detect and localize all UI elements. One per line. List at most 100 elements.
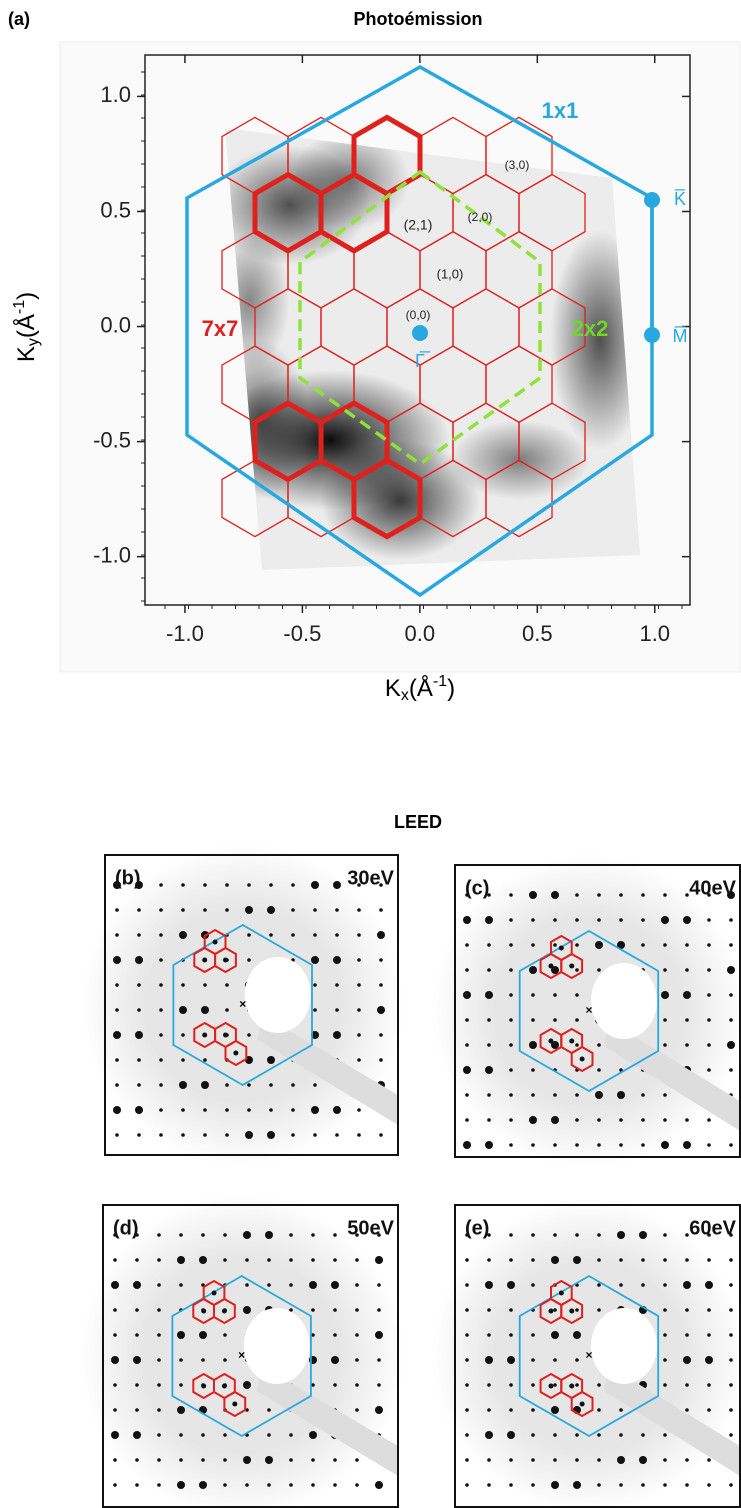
diffraction-spot <box>575 1383 579 1387</box>
diffraction-spot <box>685 1383 689 1387</box>
diffraction-spot <box>729 1258 733 1262</box>
diffraction-spot <box>507 1356 515 1364</box>
diffraction-spot <box>201 1081 209 1089</box>
diffraction-spot <box>379 883 383 887</box>
x-label-unit: (Å <box>409 674 433 702</box>
diffraction-spot <box>509 1043 513 1047</box>
y-tick-label: 1.0 <box>100 82 131 107</box>
diffraction-spot <box>641 1258 645 1262</box>
hexagon-7x7 <box>203 928 227 956</box>
diffraction-spot <box>597 1283 601 1287</box>
diffraction-spot <box>221 1308 227 1314</box>
diffraction-spot <box>685 1308 689 1312</box>
diffraction-spot <box>267 1258 271 1262</box>
diffraction-spot <box>641 1433 645 1437</box>
diffraction-spot <box>267 1408 271 1412</box>
diffraction-spot <box>203 1058 207 1062</box>
diffraction-spot <box>575 1458 579 1462</box>
diffraction-spot <box>663 1283 667 1287</box>
diffraction-spot <box>685 1018 689 1022</box>
diffraction-spot <box>575 968 579 972</box>
diffraction-spot <box>509 1308 513 1312</box>
diffraction-spot <box>729 1283 733 1287</box>
diffraction-spot <box>727 891 735 899</box>
lattice-label: 1x1 <box>542 98 579 123</box>
diffraction-spot <box>203 1133 207 1137</box>
diffraction-spot <box>619 893 623 897</box>
diffraction-spot <box>113 1383 117 1387</box>
diffraction-spot <box>291 933 295 937</box>
diffraction-spot <box>509 993 513 997</box>
diffraction-spot <box>157 1358 161 1362</box>
diffraction-spot <box>707 1068 711 1072</box>
diffraction-spot <box>223 1483 227 1487</box>
point-label: M̅ <box>673 326 688 346</box>
diffraction-spot <box>247 1108 251 1112</box>
diffraction-spot <box>531 1358 535 1362</box>
diffraction-spot <box>179 1383 183 1387</box>
leed-screen <box>432 854 741 1168</box>
y-tick-label: -0.5 <box>93 427 131 452</box>
diffraction-spot <box>531 1333 535 1337</box>
diffraction-spot <box>707 1043 711 1047</box>
spot-label: (2,0) <box>468 210 493 224</box>
diffraction-spot <box>729 1308 733 1312</box>
diffraction-spot <box>641 1483 645 1487</box>
diffraction-spot <box>729 1358 733 1362</box>
diffraction-spot <box>729 1068 733 1072</box>
diffraction-spot <box>377 1006 385 1014</box>
diffraction-spot <box>575 918 579 922</box>
diffraction-spot <box>465 968 469 972</box>
diffraction-spot <box>333 1333 337 1337</box>
diffraction-spot <box>465 1093 469 1097</box>
diffraction-spot <box>575 993 579 997</box>
diffraction-spot <box>548 1308 554 1314</box>
diffraction-spot <box>619 1408 623 1412</box>
diffraction-spot <box>685 1458 689 1462</box>
diffraction-spot <box>663 1458 667 1462</box>
diffraction-spot <box>247 1033 251 1037</box>
diffraction-spot <box>135 1233 139 1237</box>
diffraction-spot <box>157 1258 161 1262</box>
diffraction-spot <box>531 1143 535 1147</box>
diffraction-spot <box>531 1018 535 1022</box>
diffraction-spot <box>685 1258 689 1262</box>
diffraction-spot <box>333 1458 337 1462</box>
diffraction-spot <box>465 1283 469 1287</box>
diffraction-spot <box>199 1481 207 1489</box>
diffraction-spot <box>225 1108 229 1112</box>
center-mark: × <box>239 997 246 1011</box>
diffraction-spot <box>551 1406 559 1414</box>
diffraction-spot <box>159 908 163 912</box>
y-label-symbol: K <box>13 346 40 362</box>
diffraction-spot <box>225 1008 229 1012</box>
diffraction-spot <box>707 943 711 947</box>
diffraction-spot <box>463 1141 471 1149</box>
diffraction-spot <box>133 1431 141 1439</box>
diffraction-spot <box>355 1383 359 1387</box>
diffraction-spot <box>553 1143 557 1147</box>
spot-label: (2,1) <box>404 217 433 233</box>
diffraction-spot <box>465 1308 469 1312</box>
diffraction-spot <box>233 1050 239 1056</box>
diffraction-spot <box>267 906 275 914</box>
diffraction-spot <box>619 1258 623 1262</box>
diffraction-spot <box>683 1356 691 1364</box>
hexagon-1x1 <box>518 1274 660 1438</box>
diffraction-spot <box>291 1108 295 1112</box>
diffraction-spot <box>267 1131 275 1139</box>
diffraction-spot <box>617 1456 625 1464</box>
point-label: K̅ <box>674 189 686 209</box>
diffraction-spot <box>597 1258 601 1262</box>
diffraction-spot <box>683 916 691 924</box>
diffraction-spot <box>531 1383 535 1387</box>
leed-panel: × (d) 50eV <box>79 1193 404 1508</box>
energy-label: 40eV <box>689 877 736 899</box>
diffraction-spot <box>159 1058 163 1062</box>
diffraction-spot <box>663 1433 667 1437</box>
diffraction-spot <box>265 1231 273 1239</box>
diffraction-spot <box>159 1133 163 1137</box>
diffraction-spot <box>575 1018 579 1022</box>
diffraction-spot <box>465 1358 469 1362</box>
spot-label: (0,0) <box>406 308 431 322</box>
